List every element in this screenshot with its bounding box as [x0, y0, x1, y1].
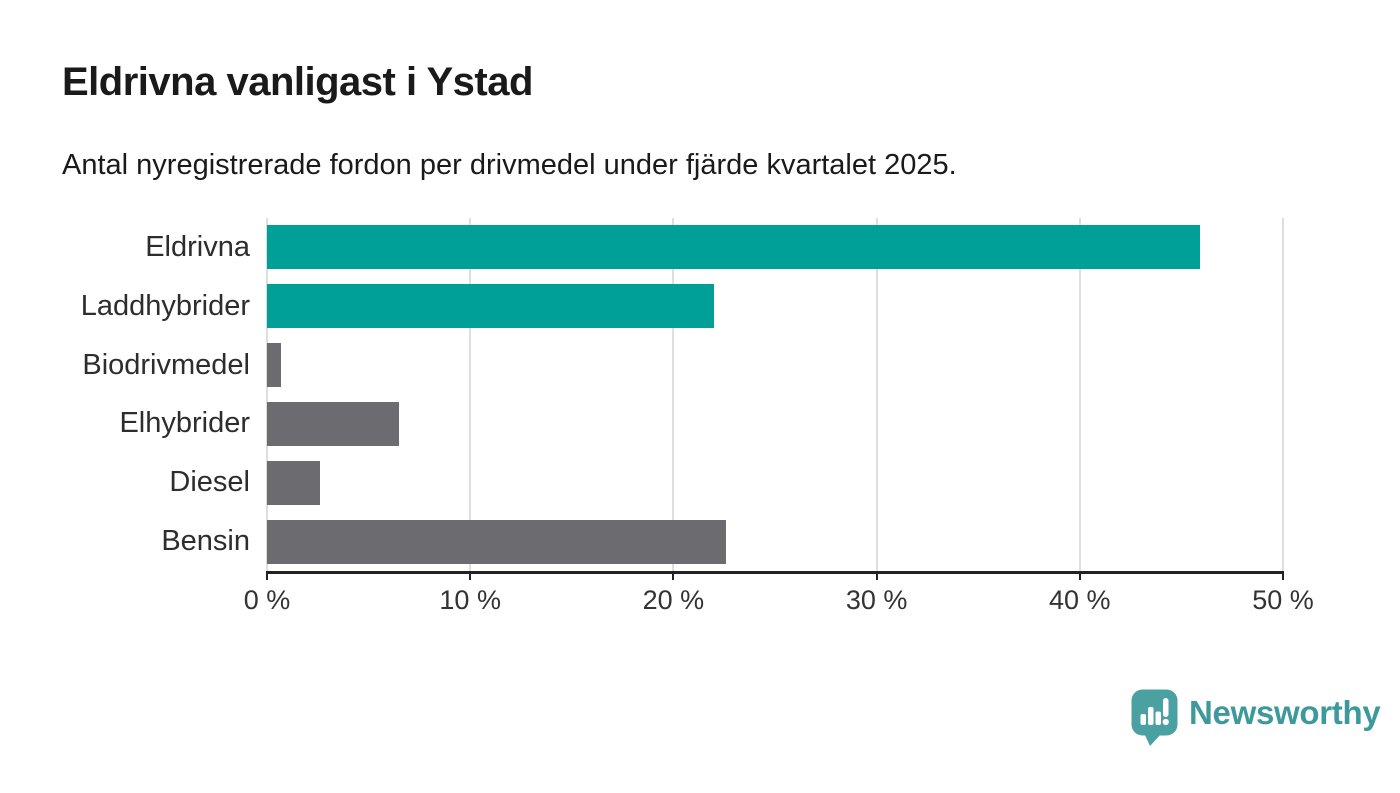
x-axis-tick-label: 10 % [439, 585, 501, 615]
bar-row [267, 512, 1283, 571]
bar-row [267, 218, 1283, 277]
gridline [1078, 218, 1081, 571]
x-axis-tick-label: 50 % [1252, 585, 1314, 615]
newsworthy-wordmark: Newsworthy [1189, 694, 1381, 731]
page-title: Eldrivna vanligast i Ystad [62, 60, 533, 104]
bar-bensin [267, 519, 727, 564]
newsworthy-logo: Newsworthy [1131, 689, 1381, 747]
category-labels: Eldrivna Laddhybrider Biodrivmedel Elhybrid… [0, 218, 250, 571]
bar-laddhybrider [267, 284, 715, 329]
gridline [266, 218, 268, 571]
x-axis-tick [266, 571, 268, 580]
x-axis-tick-label: 40 % [1049, 585, 1111, 615]
category-label: Laddhybrider [80, 289, 250, 322]
gridlines [266, 218, 1284, 571]
gridline [1282, 218, 1284, 571]
bar-row [267, 336, 1283, 395]
bar-rows [267, 218, 1283, 571]
x-axis-tick [1078, 571, 1081, 580]
category-label: Biodrivmedel [82, 348, 250, 381]
newsworthy-chart-bubble-icon [1131, 689, 1178, 746]
plot-area: 0 % 10 % 20 % 30 % 40 % 50 % [244, 218, 1314, 615]
category-label: Eldrivna [145, 230, 250, 263]
gridline [469, 218, 472, 571]
x-axis-tick-label: 30 % [845, 585, 908, 615]
x-axis-line [266, 571, 1284, 574]
x-axis-tick-label: 0 % [243, 585, 291, 615]
bar-diesel [267, 460, 320, 505]
gridline [672, 218, 675, 571]
bar-eldrivna [267, 225, 1200, 270]
x-axis-tick [672, 571, 675, 580]
x-axis-tick-label: 20 % [642, 585, 705, 615]
bar-row [267, 453, 1283, 512]
x-axis-tick-labels: 0 % 10 % 20 % 30 % 40 % 50 % [244, 218, 1314, 615]
x-axis-tick [469, 571, 472, 580]
page-subtitle: Antal nyregistrerade fordon per drivmede… [62, 149, 957, 181]
x-axis-ticks [266, 218, 1284, 580]
x-axis-tick [875, 571, 878, 580]
gridline [875, 218, 878, 571]
x-axis-tick [1282, 571, 1284, 580]
bar-row [267, 277, 1283, 336]
bar-biodrivmedel [267, 343, 282, 388]
bar-row [267, 394, 1283, 453]
bar-elhybrider [267, 401, 400, 446]
category-label: Diesel [169, 466, 250, 499]
category-label: Elhybrider [119, 407, 250, 440]
category-label: Bensin [161, 525, 250, 558]
